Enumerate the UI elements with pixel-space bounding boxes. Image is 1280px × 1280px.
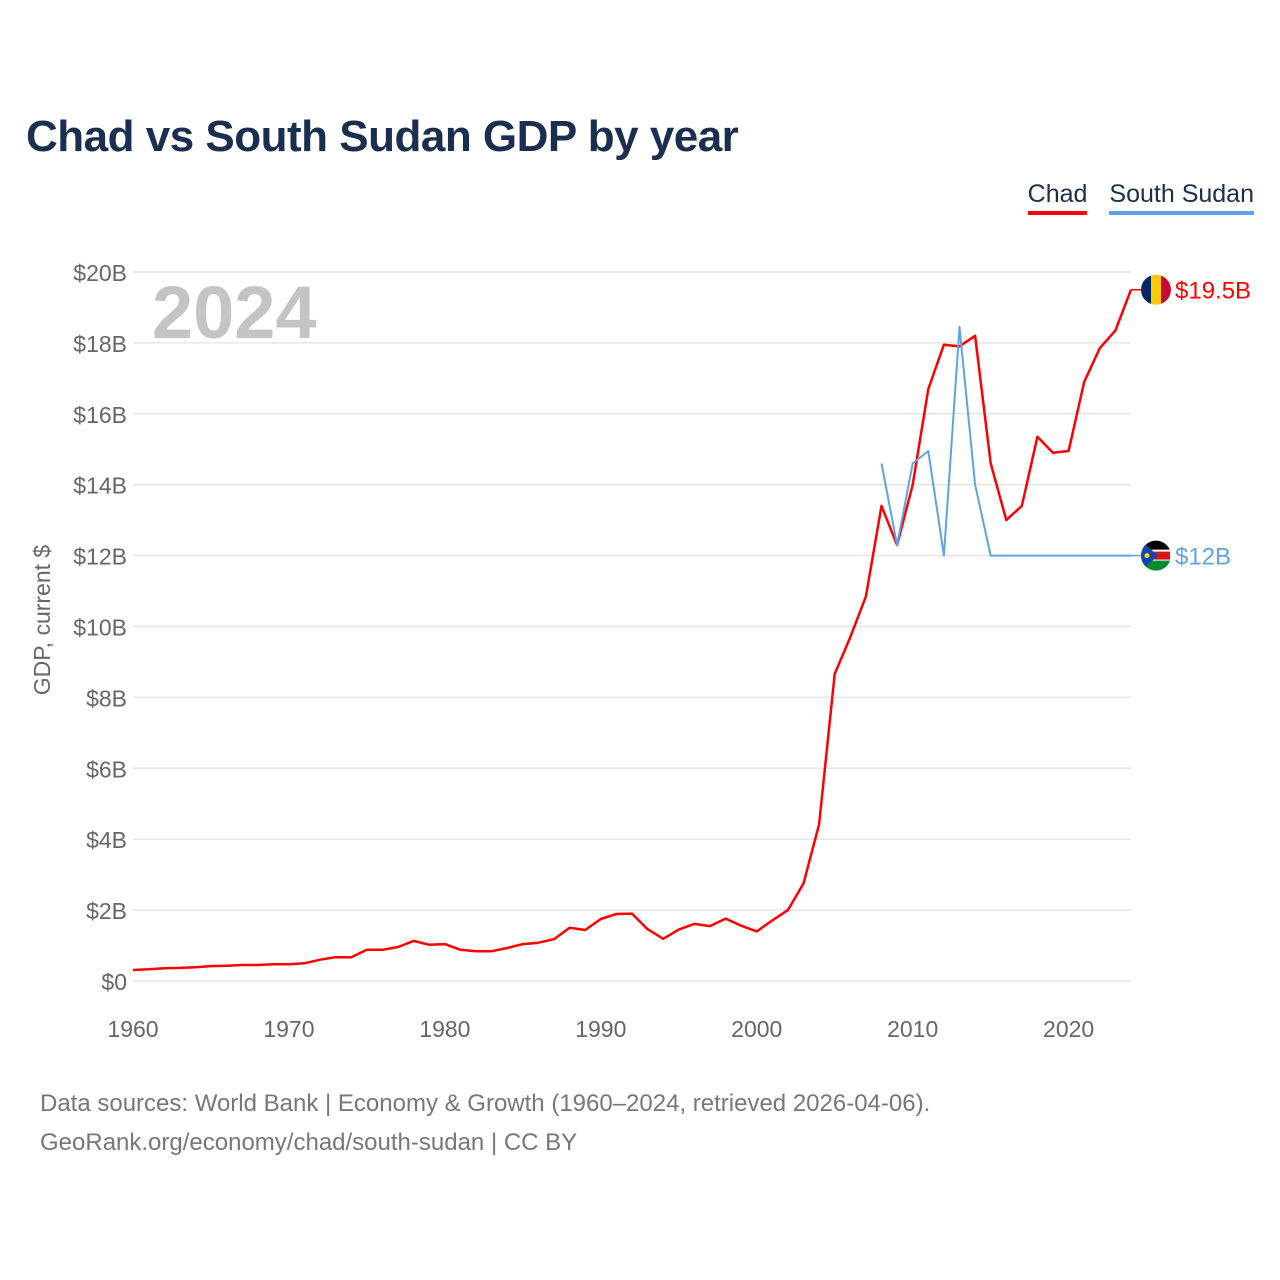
series-line-chad <box>132 289 1133 972</box>
footer-link[interactable]: GeoRank.org/economy/chad/south-sudan | C… <box>40 1129 578 1156</box>
y-tick-label: $4B <box>86 827 127 853</box>
x-tick-label: 1960 <box>107 1016 158 1042</box>
footer: Data sources: World Bank | Economy & Gro… <box>40 1084 930 1162</box>
y-tick-label: $16B <box>73 402 127 428</box>
y-tick-label: $20B <box>73 260 127 286</box>
footer-sources: Data sources: World Bank | Economy & Gro… <box>40 1090 931 1117</box>
year-watermark: 2024 <box>152 271 317 354</box>
south-sudan-flag-icon <box>1141 540 1171 571</box>
x-tick-label: 1990 <box>575 1016 626 1042</box>
x-tick-label: 2020 <box>1043 1016 1094 1042</box>
x-tick-label: 1970 <box>263 1016 314 1042</box>
y-tick-label: $0 <box>101 969 127 995</box>
x-tick-label: 2000 <box>731 1016 782 1042</box>
y-axis-label: GDP, current $ <box>29 545 55 696</box>
y-tick-label: $2B <box>86 898 127 924</box>
y-tick-label: $12B <box>73 544 127 570</box>
legend-item-south-sudan[interactable]: South Sudan <box>1109 180 1254 215</box>
y-tick-label: $6B <box>86 756 127 782</box>
end-value-label: $19.5B <box>1175 278 1251 305</box>
x-tick-label: 2010 <box>887 1016 938 1042</box>
x-tick-label: 1980 <box>419 1016 470 1042</box>
chad-flag-icon <box>1141 274 1171 305</box>
y-tick-label: $18B <box>73 331 127 357</box>
y-tick-label: $14B <box>73 473 127 499</box>
legend: Chad South Sudan <box>1027 180 1254 215</box>
y-tick-label: $8B <box>86 685 127 711</box>
legend-item-chad[interactable]: Chad <box>1027 180 1088 215</box>
end-value-label: $12B <box>1175 544 1231 571</box>
chart-title: Chad vs South Sudan GDP by year <box>26 112 739 161</box>
y-tick-label: $10B <box>73 615 127 641</box>
